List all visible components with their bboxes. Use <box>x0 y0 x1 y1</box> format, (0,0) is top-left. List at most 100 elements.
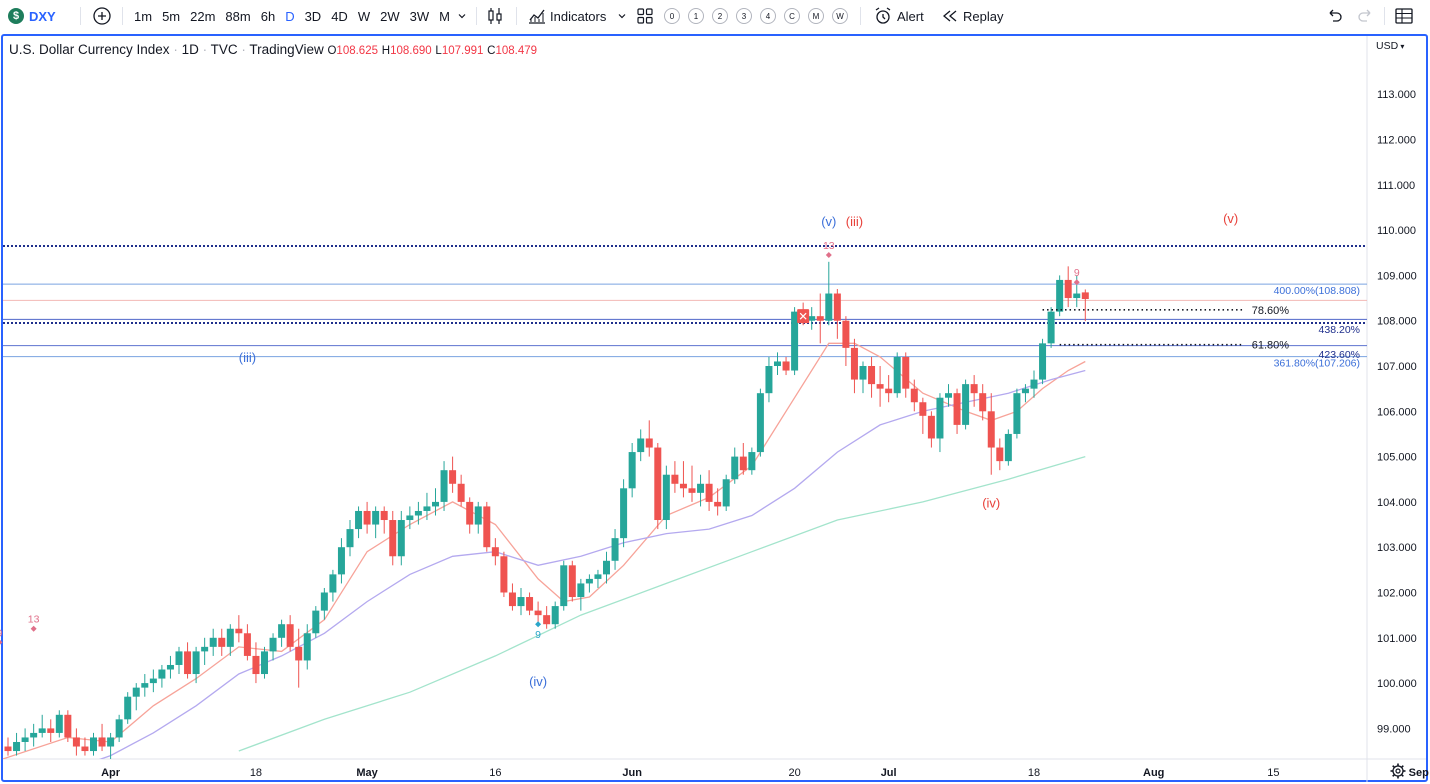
candle-body <box>791 311 799 371</box>
template-circle-4[interactable]: 4 <box>760 8 776 24</box>
candle-body <box>72 737 80 747</box>
candle-body <box>235 628 243 634</box>
fib-extension-label: 361.80%(107.206) <box>1274 358 1360 370</box>
indicators-button[interactable]: Indicators <box>527 0 628 32</box>
timeframe-4d[interactable]: 4D <box>331 8 348 24</box>
price-tick-label: 113.000 <box>1377 89 1416 101</box>
candle-body <box>859 366 867 380</box>
symbol-name: DXY <box>29 8 56 24</box>
td-sequential-count: 13 <box>28 614 40 626</box>
time-tick-label: Apr <box>101 767 121 779</box>
timeframe-d[interactable]: D <box>285 8 295 24</box>
candle-body <box>124 696 132 720</box>
template-circle-c[interactable]: C <box>784 8 800 24</box>
candle-body <box>158 669 166 679</box>
elliott-wave-label: (v) <box>821 214 836 229</box>
elliott-wave-label: (iv) <box>982 495 1000 510</box>
currency-selector[interactable]: USD ▾ <box>1376 40 1404 52</box>
chart-type-button[interactable] <box>486 0 504 32</box>
candle-body <box>936 397 944 439</box>
candle-body <box>645 438 653 448</box>
candle-body <box>953 393 961 425</box>
template-circle-3[interactable]: 3 <box>736 8 752 24</box>
timeframe-5m[interactable]: 5m <box>162 8 181 24</box>
legend-source: TVC <box>210 42 238 57</box>
replay-button[interactable]: Replay <box>941 0 1003 32</box>
candle-body <box>714 501 722 507</box>
candle-body <box>620 488 628 539</box>
timeframe-3d[interactable]: 3D <box>304 8 322 24</box>
price-tick-label: 108.000 <box>1377 316 1417 328</box>
candle-body <box>21 737 29 742</box>
data-window-button[interactable] <box>1394 0 1414 32</box>
candle-body <box>346 529 354 548</box>
candle-body <box>825 293 833 321</box>
candle-body <box>868 366 876 385</box>
candle-body <box>483 506 491 548</box>
timeframe-w[interactable]: W <box>357 8 371 24</box>
chevron-down-icon: ▾ <box>1398 42 1405 51</box>
candle-body <box>688 488 696 493</box>
candle-body <box>457 483 465 502</box>
candle-body <box>149 678 157 684</box>
candle-body <box>432 501 439 507</box>
candle-body <box>893 356 901 394</box>
candle-body <box>568 565 576 598</box>
fib-retracement-label: 78.60% <box>1252 305 1290 317</box>
candle-body <box>1030 379 1038 389</box>
td-sequential-diamond <box>825 252 832 259</box>
moving-average-line <box>98 369 1086 759</box>
template-circle-w[interactable]: W <box>832 8 848 24</box>
candle-body <box>833 293 841 321</box>
candle-body <box>705 483 713 502</box>
template-circle-2[interactable]: 2 <box>712 8 728 24</box>
layout-button[interactable] <box>636 0 654 32</box>
candle-body <box>132 687 140 697</box>
close-icon <box>799 312 807 320</box>
candle-body <box>876 384 884 389</box>
template-circle-1[interactable]: 1 <box>688 8 704 24</box>
timeframe-6h[interactable]: 6h <box>260 8 276 24</box>
gear-icon[interactable] <box>1390 763 1406 779</box>
alert-label: Alert <box>897 8 924 24</box>
template-circle-m[interactable]: M <box>808 8 824 24</box>
timeframe-1m[interactable]: 1m <box>134 8 153 24</box>
candle-body <box>201 646 209 652</box>
template-circle-0[interactable]: 0 <box>664 8 680 24</box>
price-tick-label: 105.000 <box>1377 452 1417 464</box>
alert-button[interactable]: Alert <box>873 0 924 32</box>
candle-body <box>474 506 482 525</box>
undo-button[interactable] <box>1325 0 1343 32</box>
candle-body <box>842 320 850 348</box>
candle-body <box>440 470 448 502</box>
candle-body <box>756 393 764 453</box>
legend-open-label: O <box>327 45 337 57</box>
candle-body <box>30 732 38 738</box>
legend-low-value: 107.991 <box>441 45 484 57</box>
redo-button[interactable] <box>1357 0 1375 32</box>
candle-body <box>47 728 55 733</box>
candle-body <box>243 633 251 656</box>
candles-icon <box>488 8 502 24</box>
timeframe-22m[interactable]: 22m <box>190 8 216 24</box>
more-timeframes-button[interactable] <box>456 0 468 32</box>
candle-body <box>337 547 345 575</box>
compare-button[interactable] <box>92 0 112 32</box>
symbol-search[interactable]: $ DXY <box>8 0 56 32</box>
candle-body <box>295 646 303 661</box>
elliott-wave-label: (iii) <box>846 214 863 229</box>
candle-body <box>261 651 268 675</box>
time-tick-label: 16 <box>489 767 501 779</box>
timeframe-88m[interactable]: 88m <box>225 8 251 24</box>
candle-body <box>363 510 371 525</box>
legend-interval: 1D <box>181 42 199 57</box>
price-tick-label: 99.000 <box>1377 723 1411 735</box>
candle-body <box>55 714 63 733</box>
candle-body <box>543 615 551 625</box>
timeframe-2w[interactable]: 2W <box>380 8 400 24</box>
candle-body <box>107 737 115 747</box>
timeframe-m[interactable]: M <box>439 8 450 24</box>
timeframe-3w[interactable]: 3W <box>409 8 430 24</box>
candle-body <box>98 737 106 747</box>
